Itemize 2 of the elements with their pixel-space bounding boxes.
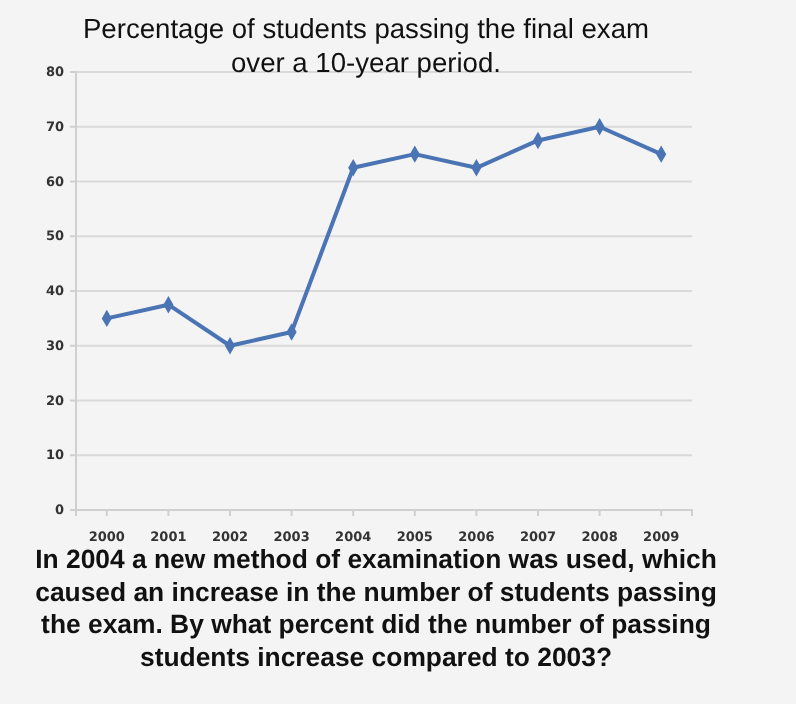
text: In 2004 a new method of examination was used, which caused an increase in the number of students passing the exam. By what percent did the number of passing students increase compared to 2003? (35, 544, 717, 672)
chart-title: Percentage of students passing the final exam over a 10-year period. (82, 14, 650, 78)
